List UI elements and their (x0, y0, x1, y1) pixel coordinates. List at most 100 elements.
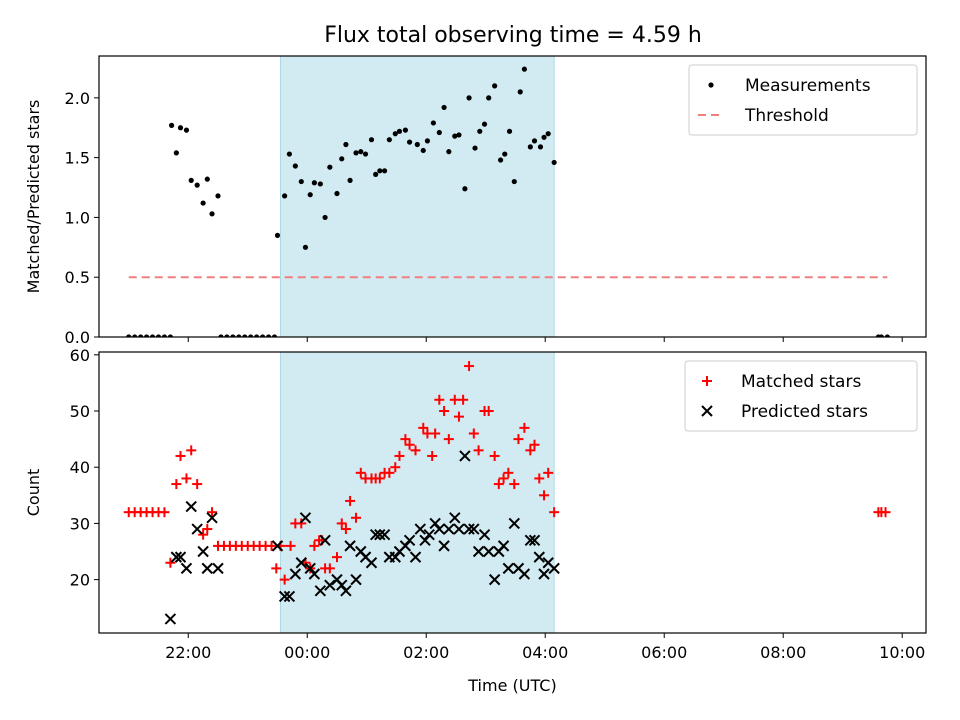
matched-point (285, 540, 296, 551)
measurement-point (260, 334, 266, 337)
measurement-point (386, 137, 392, 143)
predicted-point (524, 534, 537, 546)
measurement-point (230, 334, 236, 337)
x-tick-label: 04:00 (522, 643, 568, 662)
predicted-point (472, 545, 485, 558)
matched-point (489, 450, 500, 461)
matched-point (279, 574, 290, 585)
measurement-point (481, 121, 488, 127)
predicted-point (429, 517, 441, 530)
matched-point (458, 394, 469, 405)
series-predicted-stars (164, 450, 560, 625)
measurement-point (884, 334, 890, 337)
y-tick-label: 0.5 (65, 268, 90, 287)
predicted-point (174, 551, 187, 563)
predicted-point (295, 557, 307, 569)
measurement-point (254, 334, 260, 337)
legend-label: Predicted stars (741, 402, 868, 422)
measurement-point (177, 125, 184, 131)
measurement-point (878, 334, 884, 337)
matched-point (171, 479, 182, 490)
matched-point (271, 563, 282, 574)
matched-point (464, 361, 475, 372)
predicted-point (289, 568, 302, 580)
measurement-point (545, 131, 551, 137)
predicted-point (206, 512, 218, 524)
measurement-point (492, 83, 498, 89)
predicted-point (308, 568, 321, 580)
predicted-point (374, 528, 386, 541)
matched-point (336, 518, 347, 529)
measurement-point (322, 214, 328, 221)
matched-point (443, 434, 454, 445)
predicted-point (369, 528, 382, 541)
measurement-point (302, 244, 309, 250)
predicted-point (399, 540, 412, 552)
legend: Measurements Threshold (688, 64, 918, 136)
measurement-point (168, 122, 175, 128)
measurement-point (396, 128, 403, 134)
measurement-point (498, 157, 504, 163)
matched-point (324, 563, 335, 574)
measurement-point (307, 192, 313, 198)
measurement-point (502, 151, 508, 157)
matched-point (351, 512, 362, 523)
matched-point (430, 428, 441, 439)
matched-point (434, 394, 445, 405)
matched-point (181, 473, 192, 484)
measurement-point (511, 178, 517, 185)
measurement-point (373, 171, 379, 177)
measurement-point (517, 89, 523, 95)
y-tick-label: 2.0 (65, 89, 90, 108)
predicted-point (468, 523, 480, 535)
matched-point (340, 524, 351, 535)
y-tick-label: 40 (70, 458, 90, 477)
predicted-point (212, 562, 224, 575)
predicted-point (482, 545, 495, 558)
y-tick-label: 1.0 (65, 208, 90, 227)
predicted-point (314, 585, 327, 597)
measurement-point (188, 177, 194, 183)
x-tick-label: 02:00 (403, 643, 449, 662)
predicted-point (185, 500, 197, 513)
predicted-point (423, 528, 435, 541)
predicted-point (299, 512, 312, 524)
matched-point (296, 518, 307, 529)
measurement-point (368, 137, 375, 143)
matched-point (394, 450, 405, 461)
matched-point (880, 507, 891, 518)
predicted-point (502, 562, 515, 575)
matched-point (207, 507, 218, 518)
measurement-point (506, 128, 513, 134)
matched-point (503, 467, 514, 478)
measurement-point (353, 150, 359, 156)
y-tick-label: 1.5 (65, 149, 90, 168)
matched-point (549, 507, 560, 518)
matched-point (175, 450, 186, 461)
ratio-panel: 0.0 0.5 1.0 1.5 2.0 Matched/Predicted stars Me… (24, 55, 927, 347)
plot-area (123, 352, 891, 633)
measurement-point (298, 178, 304, 185)
legend-box (688, 64, 918, 136)
matched-point (266, 540, 277, 551)
x-tick-label: 10:00 (879, 643, 925, 662)
chart-title: Flux total observing time = 4.59 h (324, 23, 702, 48)
matched-point (410, 445, 421, 456)
predicted-point (340, 585, 352, 597)
legend-label: Measurements (745, 76, 871, 96)
matched-point (468, 428, 479, 439)
measurement-point (477, 128, 483, 134)
measurement-point (446, 149, 452, 155)
count-panel: 20 30 40 50 60 22:00 00:00 02:00 04:00 06:00 08:00… (24, 346, 927, 695)
legend-label: Threshold (744, 106, 829, 126)
measurement-point (265, 334, 272, 337)
predicted-point (453, 523, 465, 535)
predicted-point (459, 450, 471, 462)
predicted-point (403, 534, 416, 546)
predicted-point (518, 568, 531, 580)
matched-point (513, 434, 524, 445)
y-axis-label: Matched/Predicted stars (24, 100, 43, 294)
predicted-point (478, 528, 491, 541)
series-measurements (126, 66, 890, 337)
